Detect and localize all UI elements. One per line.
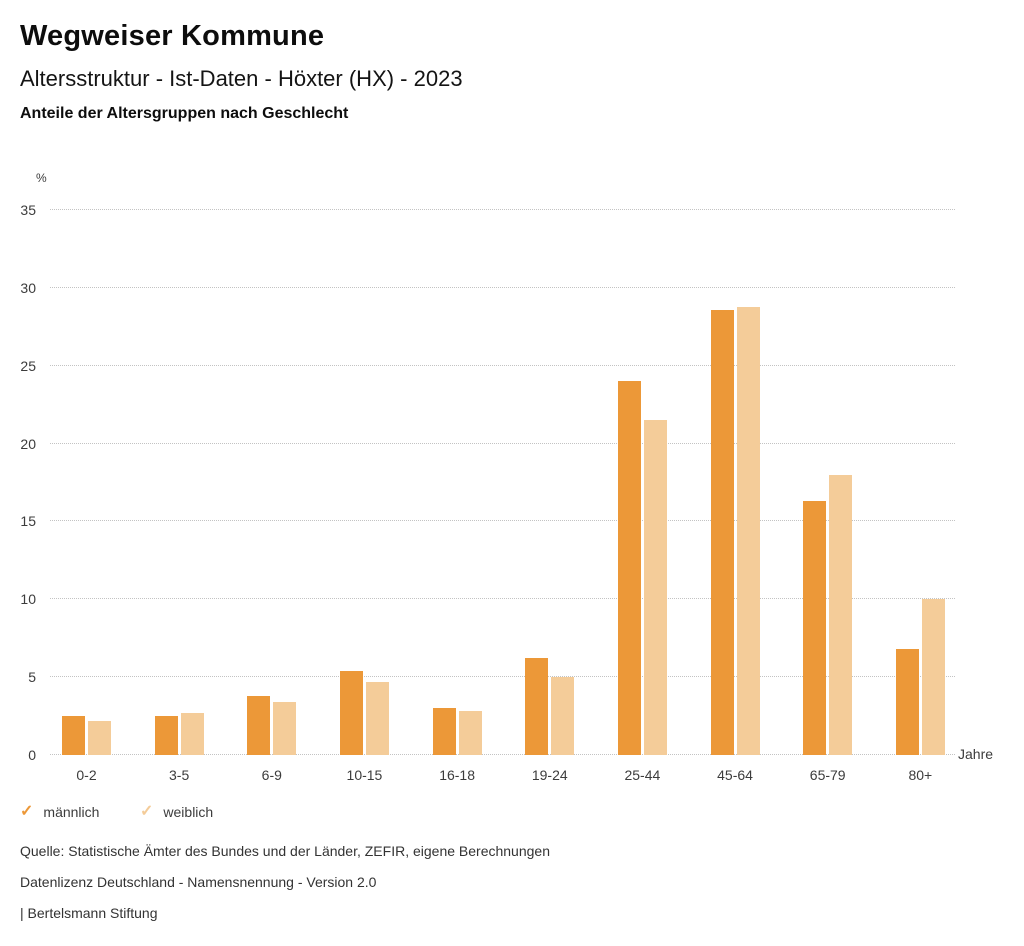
x-axis-unit-label: Jahre bbox=[958, 746, 994, 762]
chart-title: Anteile der Altersgruppen nach Geschlech… bbox=[20, 105, 349, 122]
gridline-5 bbox=[50, 676, 955, 678]
x-axis-tick-label-45-64: 45-64 bbox=[717, 767, 753, 783]
bar-weiblich-80+ bbox=[921, 599, 945, 755]
y-axis-tick-label: 30 bbox=[20, 279, 36, 296]
y-axis-tick-label: 0 bbox=[28, 747, 36, 763]
attribution-note: | Bertelsmann Stiftung bbox=[20, 905, 158, 921]
bar-männlich-16-18 bbox=[432, 708, 456, 755]
y-axis-tick-label: 20 bbox=[20, 435, 36, 452]
gridline-25 bbox=[50, 364, 955, 366]
bar-männlich-19-24 bbox=[525, 658, 549, 755]
x-axis-tick-label-19-24: 19-24 bbox=[531, 767, 568, 783]
gridline-35 bbox=[50, 209, 955, 210]
y-axis-unit-label: % bbox=[36, 171, 47, 185]
legend-item-männlich[interactable]: ✓ männlich bbox=[20, 803, 140, 821]
bar-chart-plot-area: 0 5 10 15 20 25 30 35 0-2 3-5 6-9 10-15 16-18 19-24 25… bbox=[20, 202, 955, 783]
gridline-30 bbox=[50, 286, 955, 288]
gridline-0 bbox=[50, 754, 955, 755]
x-axis-tick-label-10-15: 10-15 bbox=[346, 767, 383, 783]
gridline-15 bbox=[50, 520, 955, 522]
bar-weiblich-45-64 bbox=[736, 306, 760, 755]
bar-männlich-65-79 bbox=[803, 501, 827, 755]
y-axis-tick-label: 35 bbox=[20, 202, 36, 218]
chart-legend: ✓ männlich ✓ weiblich bbox=[20, 803, 260, 821]
x-axis-tick-label-80+: 80+ bbox=[908, 767, 933, 783]
bar-weiblich-3-5 bbox=[180, 712, 204, 755]
page-subtitle: Altersstruktur - Ist-Daten - Höxter (HX)… bbox=[20, 66, 463, 91]
x-axis-tick-label-16-18: 16-18 bbox=[439, 767, 475, 783]
x-axis-tick-label-6-9: 6-9 bbox=[261, 767, 282, 783]
x-axis-tick-label-3-5: 3-5 bbox=[169, 767, 190, 783]
bar-weiblich-10-15 bbox=[365, 681, 389, 755]
bar-weiblich-19-24 bbox=[551, 677, 575, 755]
bar-männlich-45-64 bbox=[710, 309, 734, 755]
legend-label: weiblich bbox=[163, 804, 214, 820]
y-axis-tick-label: 25 bbox=[20, 357, 36, 374]
bar-weiblich-25-44 bbox=[643, 420, 667, 755]
bar-weiblich-16-18 bbox=[458, 711, 482, 755]
x-axis-tick-label-0-2: 0-2 bbox=[76, 767, 97, 783]
y-axis-tick-label: 15 bbox=[20, 513, 36, 530]
legend-label: männlich bbox=[43, 804, 100, 820]
bar-männlich-6-9 bbox=[247, 695, 271, 755]
license-note: Datenlizenz Deutschland - Namensnennung … bbox=[20, 874, 377, 890]
gridline-10 bbox=[50, 598, 955, 600]
page-title: Wegweiser Kommune bbox=[20, 20, 325, 52]
bar-männlich-0-2 bbox=[62, 716, 85, 755]
checkmark-icon: ✓ bbox=[20, 803, 34, 820]
y-axis-tick-label: 10 bbox=[20, 591, 36, 608]
gridline-20 bbox=[50, 442, 955, 444]
bar-weiblich-6-9 bbox=[273, 702, 297, 755]
bar-männlich-3-5 bbox=[154, 716, 178, 755]
x-axis-tick-label-25-44: 25-44 bbox=[624, 767, 661, 783]
source-note: Quelle: Statistische Ämter des Bundes un… bbox=[20, 843, 550, 859]
bar-weiblich-0-2 bbox=[88, 720, 111, 755]
bar-männlich-80+ bbox=[895, 649, 919, 755]
bar-männlich-10-15 bbox=[339, 670, 363, 755]
y-axis-tick-label: 5 bbox=[28, 669, 36, 686]
x-axis-tick-label-65-79: 65-79 bbox=[809, 767, 846, 783]
bar-männlich-25-44 bbox=[617, 381, 641, 755]
bar-weiblich-65-79 bbox=[829, 474, 853, 755]
legend-item-weiblich[interactable]: ✓ weiblich bbox=[140, 803, 260, 821]
checkmark-icon: ✓ bbox=[140, 803, 154, 820]
